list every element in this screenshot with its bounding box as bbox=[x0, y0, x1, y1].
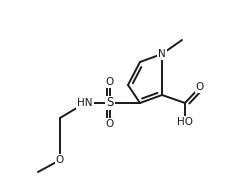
Text: HN: HN bbox=[77, 98, 93, 108]
Text: O: O bbox=[56, 155, 64, 165]
Text: S: S bbox=[106, 97, 114, 109]
Text: O: O bbox=[106, 77, 114, 87]
Text: HO: HO bbox=[177, 117, 193, 127]
Text: O: O bbox=[106, 119, 114, 129]
Text: O: O bbox=[196, 82, 204, 92]
Text: N: N bbox=[158, 49, 166, 59]
